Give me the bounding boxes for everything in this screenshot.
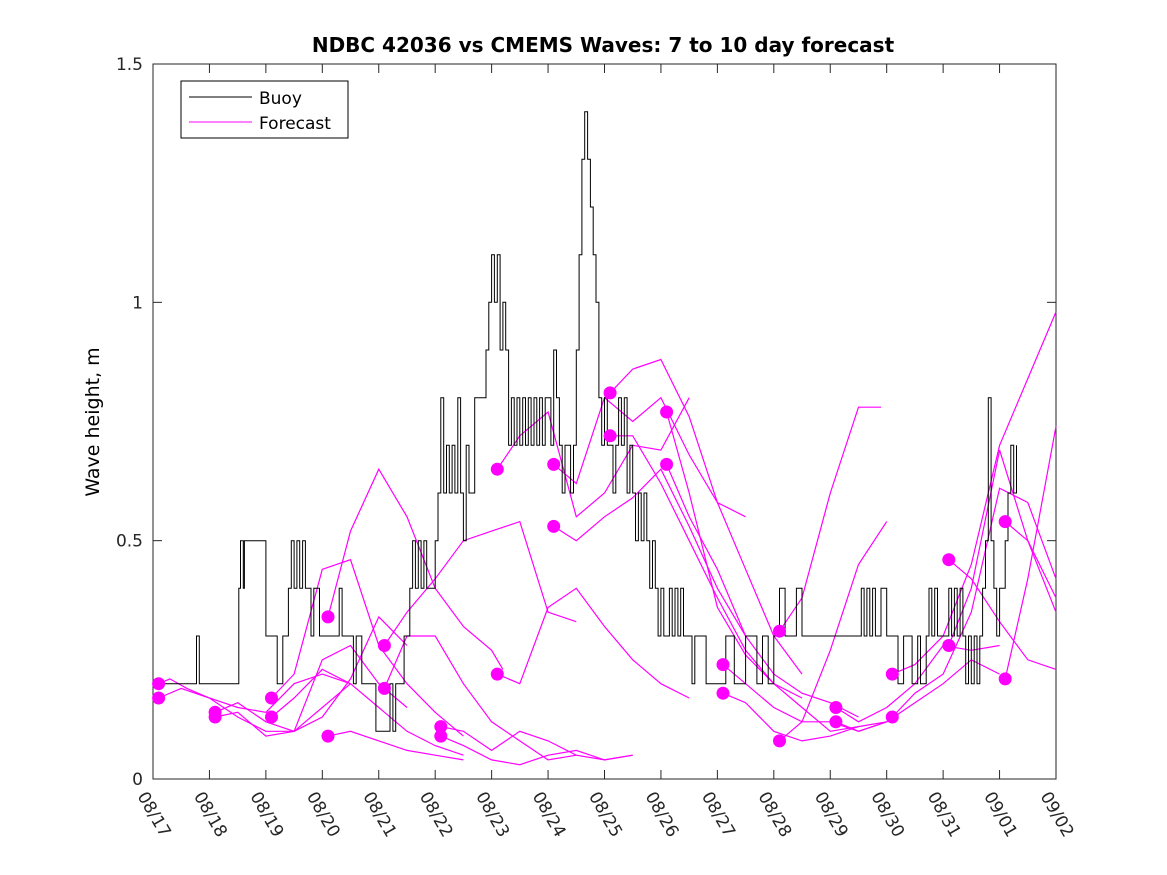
forecast-line (271, 668, 464, 756)
y-tick-label: 0.5 (116, 532, 143, 552)
x-tick-label: 08/20 (302, 789, 344, 841)
x-tick-label: 08/30 (866, 789, 908, 841)
forecast-line (214, 644, 408, 737)
legend-forecast-label: Forecast (259, 114, 331, 134)
x-tick-label: 08/27 (697, 789, 739, 841)
forecast-line (948, 449, 1057, 646)
forecast-start-marker (660, 457, 674, 471)
forecast-start-marker (321, 610, 335, 624)
forecast-line (948, 559, 1057, 670)
forecast-start-marker (490, 667, 504, 681)
x-tick-label: 08/31 (923, 789, 965, 841)
forecast-start-marker (716, 658, 730, 672)
x-tick-label: 09/01 (979, 789, 1021, 841)
x-tick-label: 08/29 (810, 789, 852, 841)
forecast-line (158, 683, 351, 732)
forecast-start-marker (265, 691, 278, 705)
x-tick-label: 08/18 (189, 789, 231, 841)
forecast-line (666, 464, 859, 718)
forecast-start-marker (603, 386, 617, 400)
forecast-start-marker (660, 405, 674, 419)
forecast-line (327, 730, 464, 761)
forecast-start-marker (434, 720, 448, 734)
x-tick-label: 08/25 (584, 789, 626, 841)
forecast-line (892, 311, 1057, 675)
forecast-line (891, 487, 1057, 718)
forecast-start-marker (716, 686, 730, 700)
forecast-start-marker (321, 729, 335, 743)
forecast-line (553, 396, 746, 518)
forecast-line (214, 615, 408, 732)
forecast-start-marker (773, 624, 786, 638)
forecast-start-marker (998, 672, 1012, 686)
forecast-start-marker (377, 681, 391, 695)
chart-title: NDBC 42036 vs CMEMS Waves: 7 to 10 day f… (312, 33, 895, 57)
forecast-start-marker (377, 639, 391, 652)
forecast-line (1004, 426, 1057, 680)
forecast-start-marker (434, 729, 448, 743)
forecast-start-marker (547, 519, 561, 533)
forecast-line (440, 735, 633, 766)
forecast-start-marker (942, 639, 956, 652)
x-tick-label: 08/26 (641, 789, 683, 841)
buoy-line (153, 111, 1017, 732)
forecast-line (666, 411, 859, 732)
forecast-line (383, 520, 577, 646)
forecast-start-marker (265, 710, 278, 724)
legend-box (180, 80, 349, 139)
forecast-line (779, 521, 888, 742)
forecast-start-marker (547, 457, 561, 471)
forecast-start-marker (885, 667, 899, 681)
forecast-start-marker (829, 701, 843, 714)
x-tick-label: 08/17 (133, 789, 175, 841)
forecast-line (609, 358, 803, 675)
forecast-line (497, 587, 690, 699)
forecast-start-marker (490, 462, 504, 476)
y-tick-label: 1.5 (116, 55, 143, 75)
forecast-line (271, 558, 464, 737)
forecast-start-marker (829, 715, 843, 729)
forecast-line (496, 397, 690, 518)
legend-buoy-label: Buoy (259, 89, 302, 109)
x-tick-label: 08/22 (415, 789, 457, 841)
forecast-line (779, 406, 881, 632)
forecast-start-marker (885, 710, 899, 724)
forecast-start-marker (942, 553, 956, 567)
forecast-line (722, 664, 887, 732)
y-tick-label: 1 (132, 293, 143, 313)
x-tick-label: 08/23 (471, 789, 513, 841)
x-tick-label: 08/24 (528, 789, 570, 841)
forecast-line (440, 726, 633, 761)
y-tick-label: 0 (132, 770, 143, 790)
x-tick-label: 08/28 (753, 789, 795, 841)
forecast-line (1004, 521, 1057, 613)
plot-area: 0 0.5 1 1.5 08/17 08/18 08/19 08/20 08/21 08/22 08… (116, 55, 1078, 841)
x-tick-label: 08/21 (358, 789, 400, 841)
forecast-line (722, 692, 887, 742)
legend: Buoy Forecast (180, 80, 349, 139)
forecast-line (553, 468, 747, 637)
forecast-start-marker (998, 515, 1012, 529)
forecast-start-marker (773, 734, 786, 748)
forecast-line (158, 673, 351, 713)
x-tick-label: 09/02 (1036, 789, 1078, 841)
forecast-start-marker (208, 710, 222, 724)
forecast-start-marker (152, 677, 166, 691)
x-tick-label: 08/19 (246, 789, 288, 841)
forecast-start-marker (603, 429, 617, 443)
y-axis-label: Wave height, m (82, 347, 104, 496)
forecast-start-marker (152, 691, 166, 705)
